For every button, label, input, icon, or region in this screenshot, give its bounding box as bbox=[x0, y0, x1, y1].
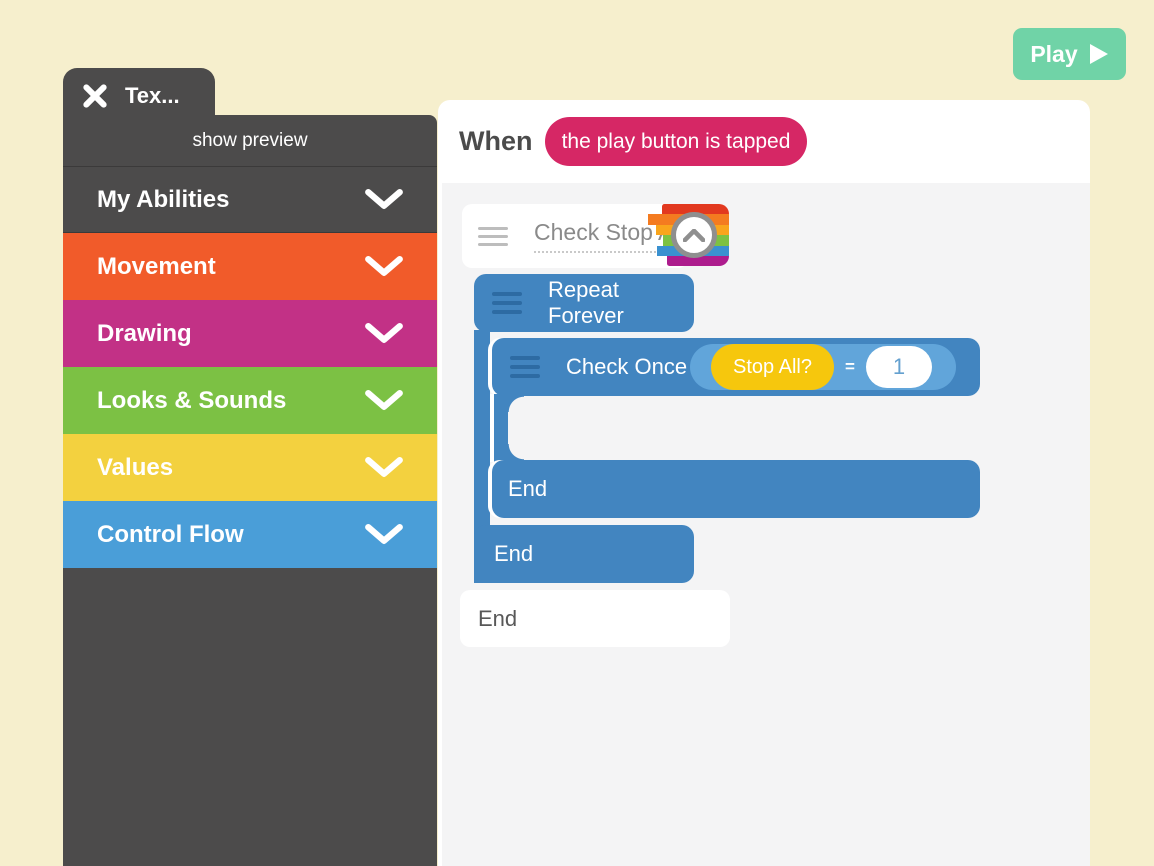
chevron-down-icon bbox=[365, 524, 403, 544]
when-label: When bbox=[459, 126, 533, 156]
chevron-down-icon bbox=[365, 457, 403, 477]
show-preview-button[interactable]: show preview bbox=[192, 130, 308, 151]
end-check-once-if-block[interactable]: End bbox=[492, 460, 980, 518]
close-icon[interactable] bbox=[82, 83, 108, 109]
end-label: End bbox=[494, 541, 534, 566]
end-label: End bbox=[508, 476, 548, 501]
play-button[interactable]: Play bbox=[1013, 28, 1126, 80]
check-once-if-rail bbox=[494, 394, 508, 462]
condition-expression: Stop All? = 1 bbox=[690, 344, 956, 390]
variable-pill-stop-all[interactable]: Stop All? bbox=[711, 344, 834, 390]
check-once-if-block[interactable]: Check Once If Stop All? = 1 bbox=[492, 338, 980, 396]
rail-fillet bbox=[508, 444, 524, 460]
repeat-forever-label: Repeat Forever bbox=[548, 277, 624, 328]
end-repeat-forever-block[interactable]: End bbox=[474, 525, 694, 583]
category-values[interactable]: Values bbox=[63, 434, 437, 501]
repeat-forever-block[interactable]: Repeat Forever bbox=[474, 274, 694, 332]
category-label: Values bbox=[97, 453, 174, 481]
when-event-pill[interactable]: the play button is tapped bbox=[545, 117, 807, 166]
rainbow-stripe-magenta bbox=[667, 256, 729, 266]
category-my-abilities[interactable]: My Abilities bbox=[63, 166, 437, 233]
category-label: Control Flow bbox=[97, 520, 244, 548]
chevron-down-icon bbox=[365, 189, 403, 209]
play-triangle-icon bbox=[1089, 44, 1108, 64]
drag-handle-icon[interactable] bbox=[478, 226, 508, 246]
category-label: Looks & Sounds bbox=[97, 386, 287, 414]
equals-operator: = bbox=[845, 357, 855, 376]
script-editor: When the play button is tapped Check Sto… bbox=[438, 100, 1090, 866]
category-movement[interactable]: Movement bbox=[63, 233, 437, 300]
ability-block-check-stop-all[interactable]: Check Stop All bbox=[462, 204, 688, 268]
chevron-down-icon bbox=[365, 323, 403, 343]
category-label: Drawing bbox=[97, 319, 192, 347]
palette-categories: My Abilities Movement Drawing Looks & So… bbox=[63, 166, 437, 568]
chevron-up-icon bbox=[683, 228, 705, 242]
palette-tab[interactable]: Tex... bbox=[63, 68, 215, 124]
chevron-down-icon bbox=[365, 390, 403, 410]
drag-handle-icon[interactable] bbox=[492, 292, 522, 314]
rainbow-stripe-red bbox=[662, 204, 729, 215]
collapse-ability-button[interactable] bbox=[671, 212, 717, 258]
category-drawing[interactable]: Drawing bbox=[63, 300, 437, 367]
category-label: My Abilities bbox=[97, 185, 230, 213]
drag-handle-icon[interactable] bbox=[510, 356, 540, 378]
category-control-flow[interactable]: Control Flow bbox=[63, 501, 437, 568]
category-label: Movement bbox=[97, 252, 216, 280]
rail-fillet bbox=[508, 396, 524, 412]
check-once-if-label: Check Once If bbox=[566, 354, 706, 379]
script-canvas: Check Stop All Repeat Forever Check Once… bbox=[442, 183, 1090, 866]
end-label: End bbox=[478, 605, 518, 631]
chevron-down-icon bbox=[365, 256, 403, 276]
block-palette: show preview My Abilities Movement Drawi… bbox=[63, 115, 437, 866]
palette-tab-label: Tex... bbox=[125, 83, 180, 108]
end-ability-block[interactable]: End bbox=[460, 590, 730, 647]
repeat-forever-rail bbox=[474, 330, 490, 583]
value-pill[interactable]: 1 bbox=[866, 346, 932, 388]
play-button-label: Play bbox=[1030, 40, 1078, 67]
category-looks-sounds[interactable]: Looks & Sounds bbox=[63, 367, 437, 434]
